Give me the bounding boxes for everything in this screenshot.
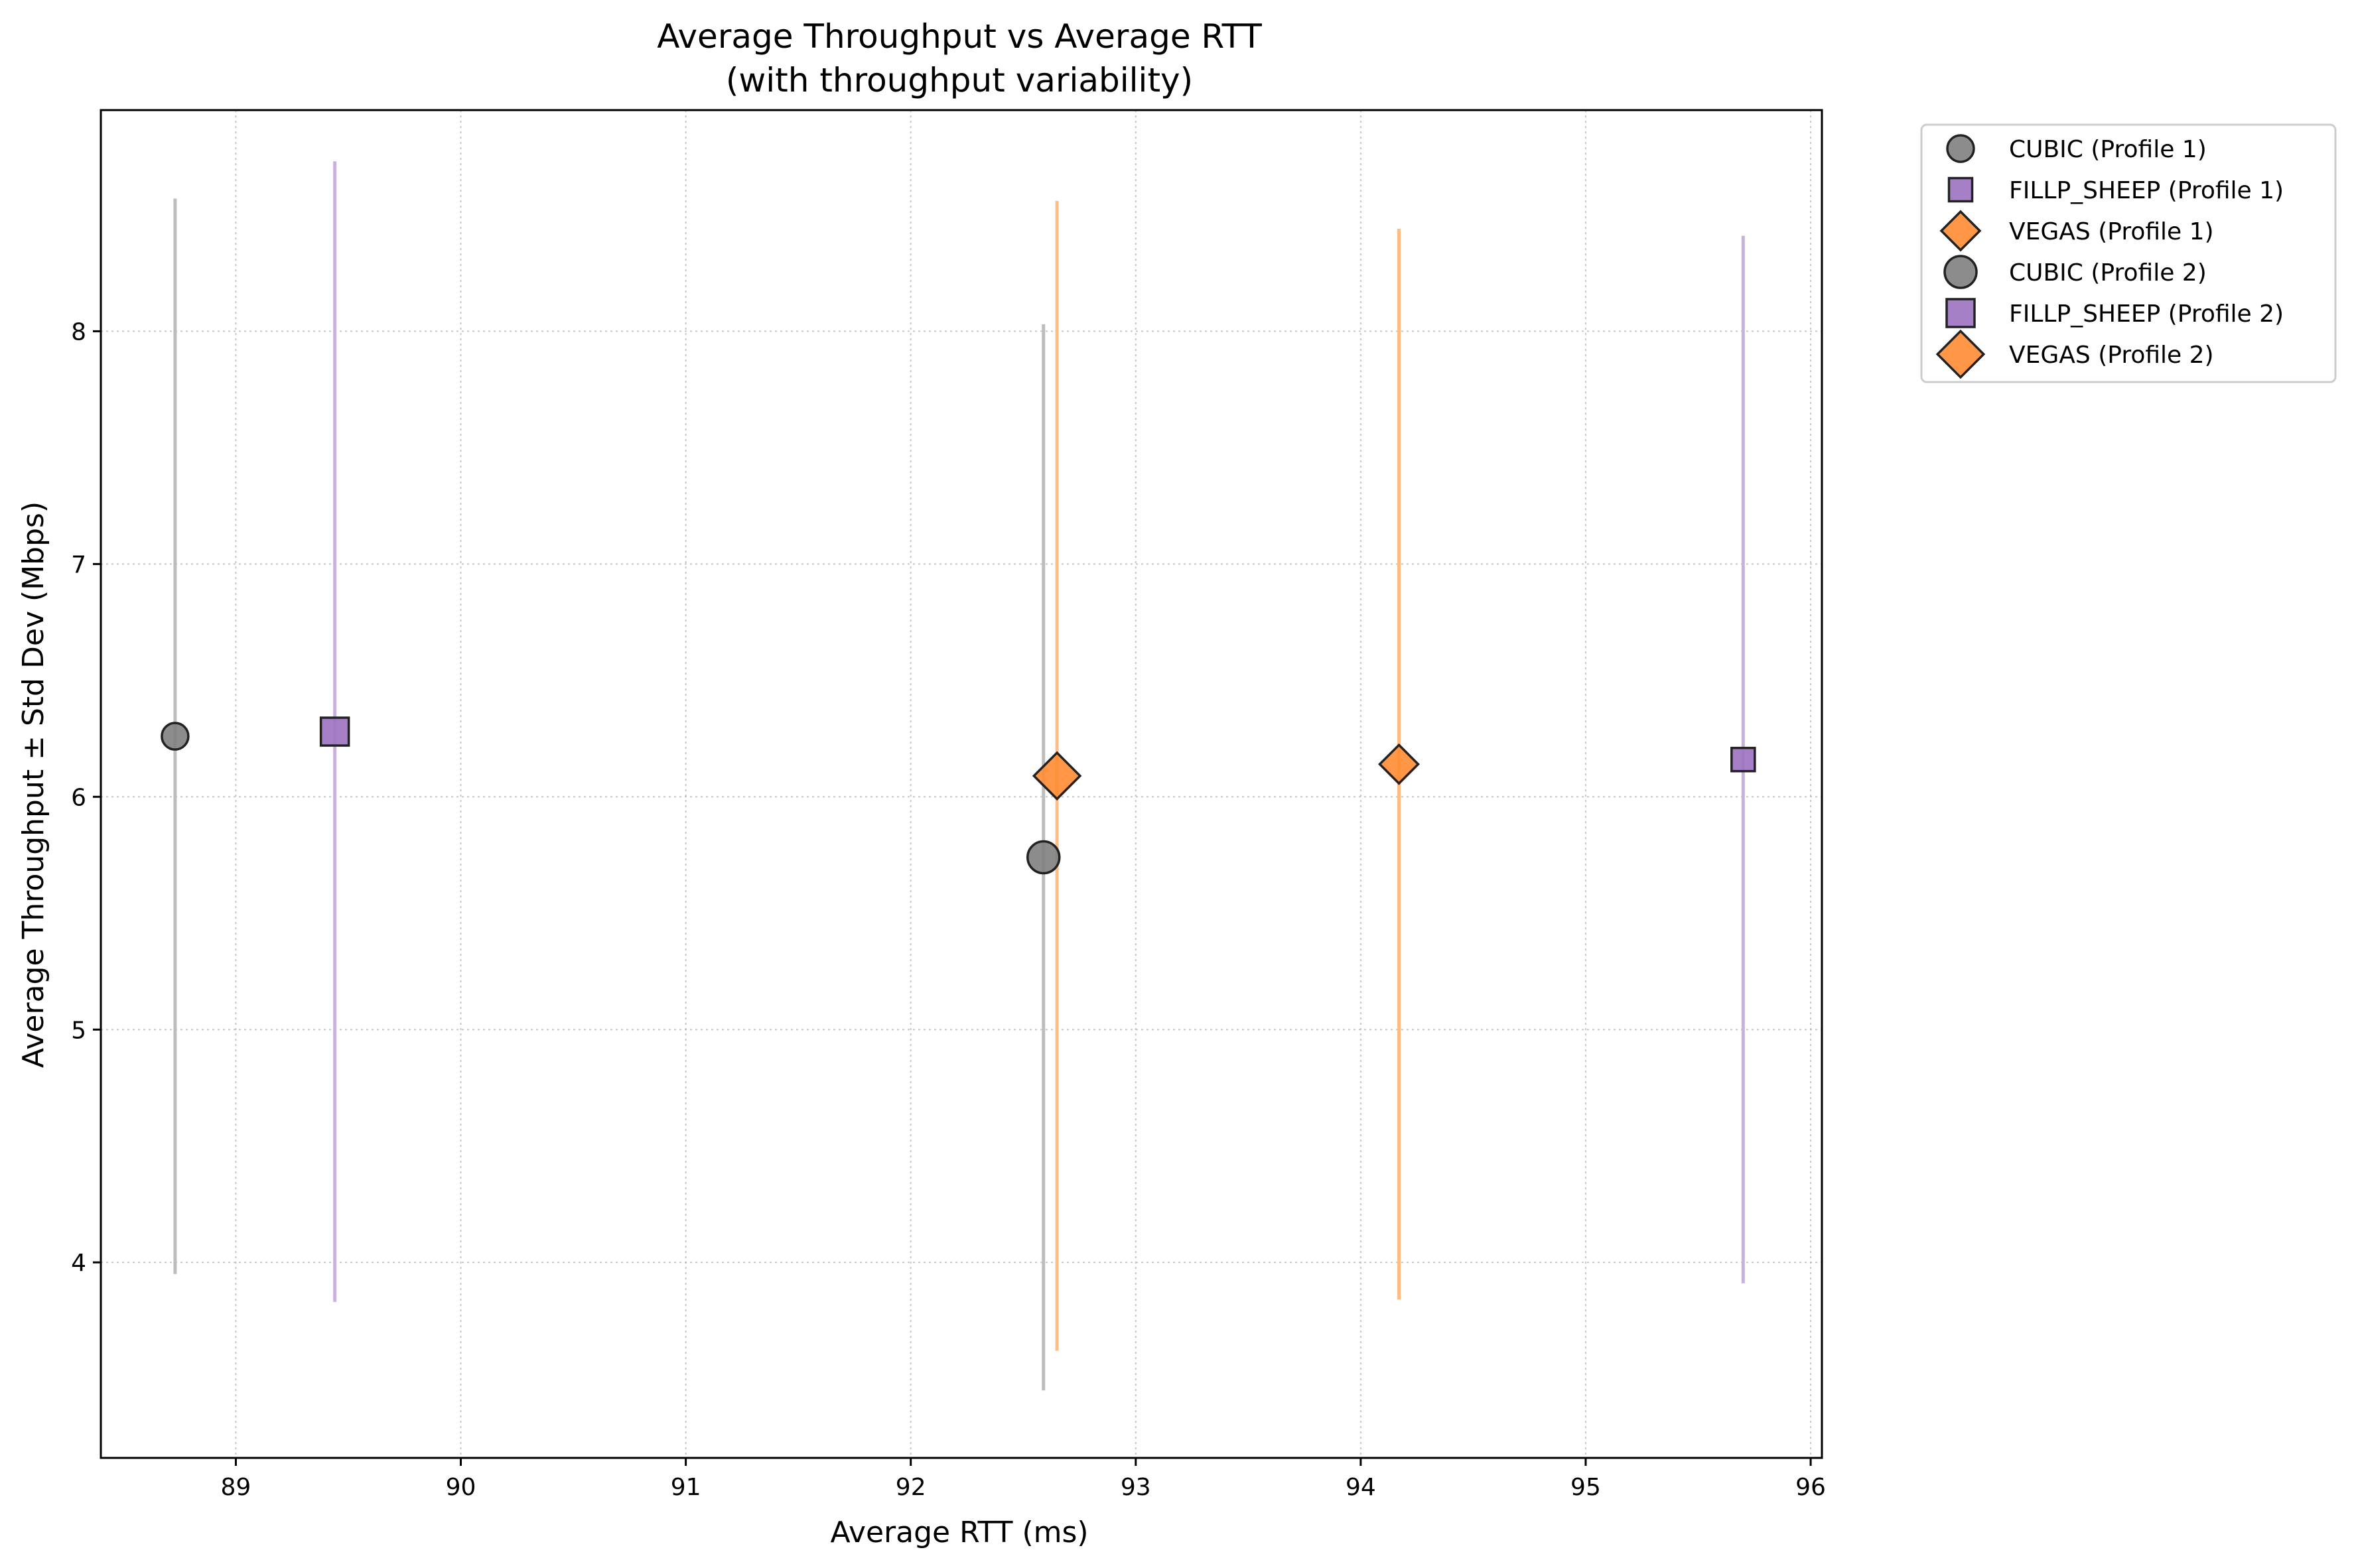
data-point-circle [161, 722, 190, 751]
data-point-circle [1026, 840, 1061, 875]
legend-marker-square [1945, 298, 1976, 328]
legend-label: CUBIC (Profile 2) [2009, 259, 2207, 287]
error-bars [173, 161, 1745, 1391]
data-point-diamond [1378, 743, 1420, 785]
x-tick-label: 95 [1570, 1474, 1601, 1501]
plot-frame [100, 109, 1823, 1459]
legend-marker-circle [1943, 255, 1978, 289]
x-tick-label: 92 [896, 1474, 926, 1501]
legend-label: VEGAS (Profile 1) [2009, 218, 2214, 245]
y-tick-label: 8 [71, 318, 86, 346]
legend-label: CUBIC (Profile 1) [2009, 136, 2207, 163]
legend-marker-diamond [1935, 329, 1986, 379]
legend-marker-diamond [1939, 210, 1982, 252]
chart-subtitle: (with throughput variability) [726, 61, 1193, 99]
x-tick-label: 89 [221, 1474, 251, 1501]
legend-frame [1920, 123, 2337, 383]
y-tick-label: 6 [71, 784, 86, 811]
x-axis-ticks: 89 90 91 92 93 94 95 96 [221, 1458, 1826, 1501]
x-tick-label: 91 [671, 1474, 701, 1501]
y-axis-ticks: 4 5 6 7 8 [71, 318, 101, 1277]
x-tick-label: 96 [1795, 1474, 1826, 1501]
x-tick-label: 94 [1346, 1474, 1376, 1501]
y-tick-label: 7 [71, 551, 86, 578]
x-tick-label: 90 [446, 1474, 476, 1501]
legend: CUBIC (Profile 1) FILLP_SHEEP (Profile 1)… [1920, 123, 2337, 383]
legend-label: FILLP_SHEEP (Profile 1) [2009, 177, 2284, 204]
legend-marker-circle [1946, 134, 1975, 163]
y-tick-label: 5 [71, 1017, 86, 1044]
chart-title: Average Throughput vs Average RTT [657, 17, 1262, 56]
x-tick-label: 93 [1121, 1474, 1151, 1501]
data-point-diamond [1032, 751, 1082, 801]
data-markers [161, 716, 1756, 875]
x-axis-label: Average RTT (ms) [830, 1516, 1088, 1549]
grid-lines [101, 110, 1822, 1458]
y-tick-label: 4 [71, 1250, 86, 1277]
legend-marker-square [1947, 176, 1974, 203]
legend-label: FILLP_SHEEP (Profile 2) [2009, 300, 2284, 328]
data-point-square [1730, 746, 1756, 773]
y-axis-label: Average Throughput ± Std Dev (Mbps) [17, 501, 50, 1068]
legend-label: VEGAS (Profile 2) [2009, 342, 2214, 369]
data-point-square [319, 716, 350, 747]
